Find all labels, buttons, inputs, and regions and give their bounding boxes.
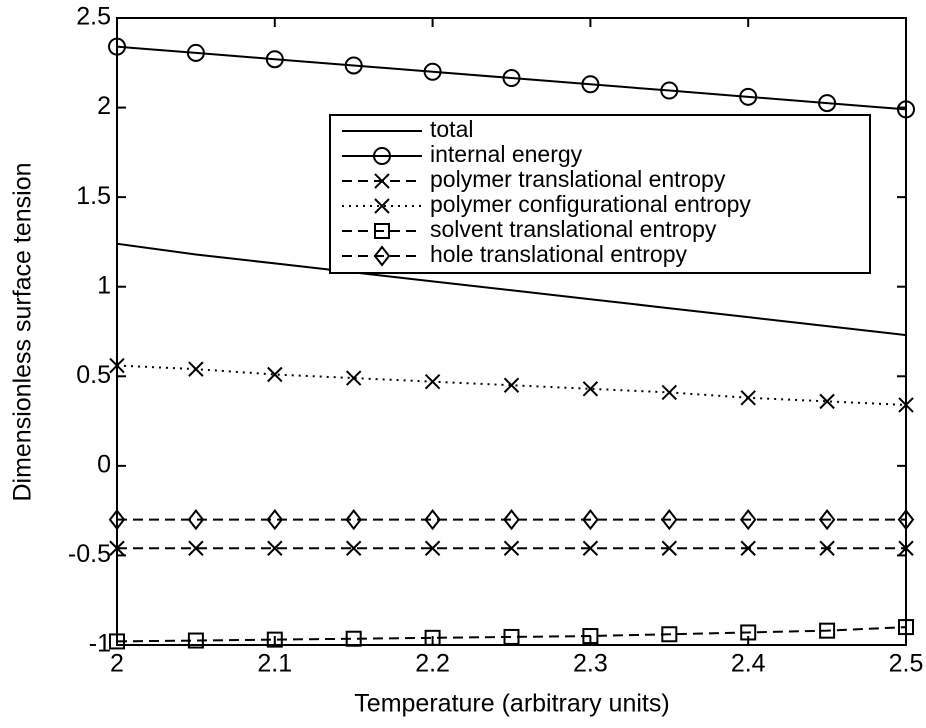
x-tick-label: 2.4 (731, 650, 766, 678)
marker (581, 75, 600, 94)
marker (582, 508, 599, 531)
y-tick-label: -1 (89, 630, 111, 658)
marker (108, 508, 126, 531)
marker (582, 540, 599, 556)
marker (897, 100, 915, 119)
marker (819, 622, 836, 639)
legend-marker (374, 173, 390, 189)
x-axis-label: Temperature (arbitrary units) (354, 690, 669, 718)
marker (739, 508, 757, 531)
legend-label: polymer configurational entropy (430, 191, 751, 217)
marker (898, 397, 914, 413)
y-tick-label: 0 (97, 450, 111, 478)
x-tick-label: 2.1 (257, 650, 292, 678)
marker (424, 373, 441, 390)
marker (897, 508, 915, 531)
marker (819, 393, 835, 410)
series-line (116, 364, 907, 406)
marker (345, 508, 362, 531)
marker (661, 626, 678, 643)
marker (898, 540, 914, 556)
marker (188, 361, 204, 377)
series-line (116, 626, 907, 643)
marker (503, 628, 520, 645)
legend-label: total (430, 116, 473, 142)
y-axis-label: Dimensionless surface tension (9, 162, 37, 501)
marker (898, 619, 914, 636)
marker (423, 62, 442, 81)
marker (109, 357, 125, 374)
y-tick-label: 2 (97, 92, 111, 120)
marker (502, 69, 521, 88)
marker (266, 631, 283, 648)
legend-marker (374, 223, 390, 239)
marker (109, 633, 125, 650)
marker (345, 370, 362, 386)
x-tick-label: 2.5 (889, 650, 924, 678)
marker (267, 366, 283, 383)
marker (267, 540, 283, 556)
legend-marker (373, 245, 391, 267)
marker (503, 377, 520, 393)
marker (344, 56, 363, 75)
legend-marker (373, 147, 391, 165)
marker (661, 384, 678, 401)
marker (186, 43, 205, 62)
legend-marker (374, 198, 390, 214)
marker (503, 540, 520, 556)
x-tick-label: 2.3 (573, 650, 608, 678)
marker (187, 508, 205, 531)
marker (109, 540, 125, 556)
marker (345, 630, 362, 647)
marker (345, 540, 362, 556)
marker (661, 540, 678, 556)
marker (740, 624, 757, 641)
marker (660, 81, 679, 100)
marker (503, 508, 520, 531)
marker (266, 508, 284, 531)
marker (187, 632, 204, 649)
y-tick-label: 2.5 (76, 3, 111, 31)
y-tick-label: 1.5 (76, 182, 111, 210)
marker (582, 628, 599, 645)
marker (108, 37, 126, 56)
plot-frame (116, 17, 907, 646)
marker (740, 390, 756, 406)
marker (661, 508, 678, 531)
y-tick-label: 0.5 (76, 361, 111, 389)
x-tick-label: 2 (110, 650, 124, 678)
legend-label: solvent translational entropy (430, 216, 717, 242)
legend-box (329, 114, 871, 274)
series-line (116, 242, 907, 337)
legend-label: internal energy (430, 141, 583, 167)
marker (739, 87, 758, 106)
marker (740, 540, 756, 556)
y-tick-label: -0.5 (68, 540, 111, 568)
marker (424, 629, 441, 646)
marker (582, 381, 599, 397)
series-line (116, 45, 907, 111)
legend-label: polymer translational entropy (430, 166, 726, 192)
marker (424, 540, 441, 556)
legend-label: hole translational entropy (430, 241, 687, 267)
y-tick-label: 1 (97, 271, 111, 299)
marker (819, 540, 835, 556)
marker (424, 508, 441, 531)
marker (188, 540, 204, 556)
marker (818, 508, 836, 531)
x-tick-label: 2.2 (415, 650, 450, 678)
marker (818, 94, 837, 113)
marker (265, 50, 284, 69)
